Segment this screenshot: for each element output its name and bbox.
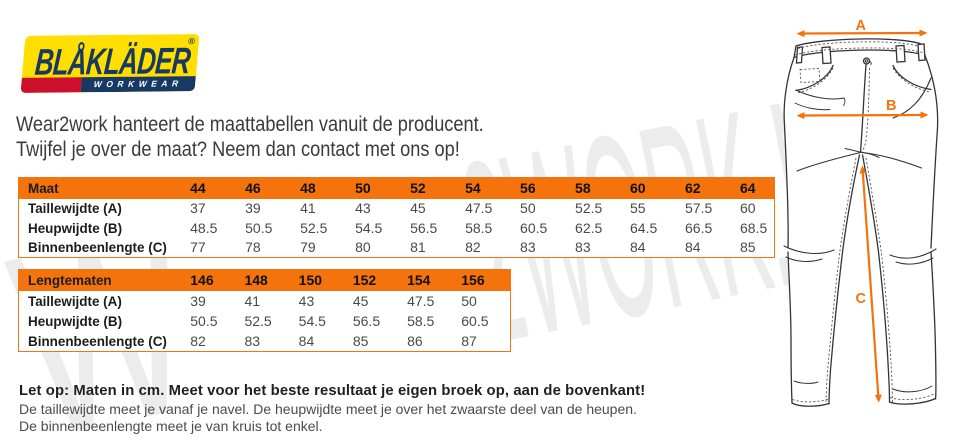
- svg-text:C: C: [856, 291, 867, 307]
- svg-text:A: A: [856, 18, 867, 34]
- svg-text:B: B: [886, 98, 896, 114]
